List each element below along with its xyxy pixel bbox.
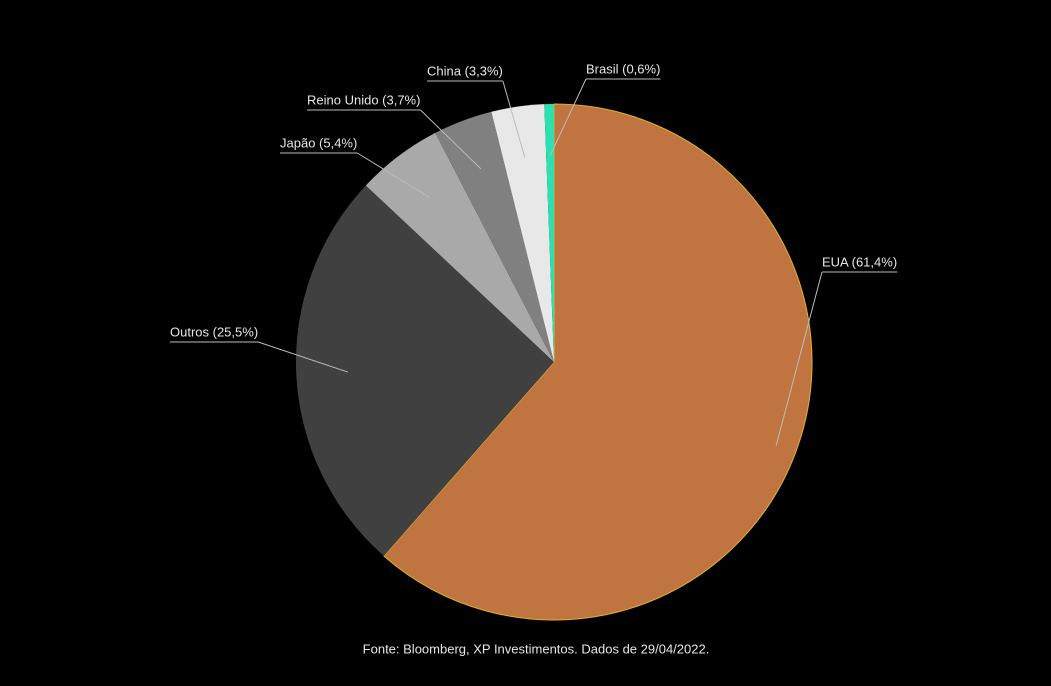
- leader-line: [775, 271, 823, 446]
- source-note: Fonte: Bloomberg, XP Investimentos. Dado…: [363, 641, 710, 656]
- pie-slice: [435, 111, 554, 362]
- slice-label: China (3,3%): [427, 63, 503, 78]
- leader-line: [257, 341, 349, 373]
- pie-slice: [296, 185, 554, 556]
- leader-line: [357, 152, 430, 198]
- slice-label: EUA (61,4%): [822, 254, 897, 269]
- pie-slice: [491, 104, 554, 362]
- slice-label: Outros (25,5%): [170, 324, 258, 339]
- slice-label: Brasil (0,6%): [586, 61, 660, 76]
- pie-slice: [383, 103, 813, 621]
- slice-label: Reino Unido (3,7%): [307, 92, 420, 107]
- leader-line: [502, 80, 526, 158]
- pie-slice: [544, 104, 554, 362]
- leader-line: [420, 109, 482, 170]
- slice-label: Japão (5,4%): [280, 135, 357, 150]
- pie-slice: [365, 132, 554, 362]
- leader-line: [549, 78, 587, 156]
